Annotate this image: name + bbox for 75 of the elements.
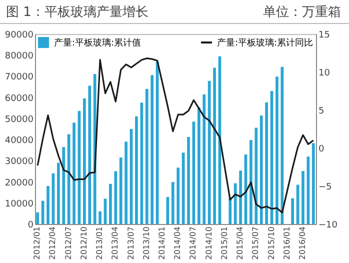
legend-label: 产量:平板玻璃:累计值 bbox=[54, 38, 142, 48]
x-tick-label: 2014/01 bbox=[157, 226, 166, 260]
x-tick-label: 2015/07 bbox=[251, 226, 260, 260]
y-tick-label: 20000 bbox=[4, 178, 34, 188]
y2-tick-label: −5 bbox=[318, 182, 332, 192]
legend-label: 产量:平板玻璃:累计同比 bbox=[217, 38, 314, 48]
y-tick-label: 70000 bbox=[4, 72, 34, 83]
bar bbox=[124, 142, 128, 224]
bar bbox=[83, 98, 86, 224]
bar bbox=[176, 168, 180, 224]
chart-subtitle: 单位：万重箱 bbox=[263, 4, 341, 22]
y-tick-label: 40000 bbox=[4, 136, 34, 146]
x-tick-label: 2012/01 bbox=[32, 226, 42, 260]
bar bbox=[56, 162, 60, 224]
x-tick-label: 2013/04 bbox=[110, 226, 120, 260]
bar bbox=[72, 122, 76, 224]
y2-tick-label: 10 bbox=[318, 68, 330, 78]
x-tick-label: 2013/07 bbox=[126, 226, 136, 260]
chart-title: 图 1：平板玻璃产量增长 bbox=[6, 4, 148, 22]
bar bbox=[291, 198, 294, 224]
x-tick-label: 2014/07 bbox=[188, 226, 198, 260]
bar bbox=[202, 94, 206, 224]
bar bbox=[88, 86, 92, 224]
y2-tick-label: 5 bbox=[318, 106, 324, 116]
bar bbox=[109, 184, 112, 224]
x-tick-label: 2016/01 bbox=[282, 226, 292, 260]
y-tick-label: 90000 bbox=[4, 30, 34, 40]
bar bbox=[67, 134, 70, 224]
bar bbox=[36, 212, 40, 224]
bar bbox=[302, 171, 304, 224]
y2-tick-label: 0 bbox=[318, 144, 324, 154]
bar bbox=[228, 198, 232, 224]
x-tick-label: 2016/04 bbox=[298, 226, 307, 260]
bar bbox=[135, 116, 138, 224]
bar bbox=[250, 140, 252, 224]
x-tick-label: 2013/10 bbox=[142, 226, 151, 260]
y-tick-label: 0 bbox=[28, 220, 34, 230]
bar bbox=[234, 183, 237, 224]
bar bbox=[114, 171, 118, 224]
y-tick-label: 80000 bbox=[4, 52, 34, 62]
bar bbox=[208, 80, 211, 224]
x-tick-label: 2015/10 bbox=[266, 226, 276, 260]
x-tick-label: 2014/10 bbox=[204, 226, 214, 260]
bar bbox=[254, 128, 258, 224]
y-tick-label: 30000 bbox=[4, 157, 34, 168]
x-tick-label: 2012/10 bbox=[79, 226, 88, 260]
x-tick-label: 2015/01 bbox=[220, 226, 229, 260]
y2-tick-label: −10 bbox=[318, 220, 338, 230]
x-tick-label: 2012/04 bbox=[48, 226, 58, 260]
y-tick-label: 10000 bbox=[4, 199, 34, 210]
bar bbox=[265, 102, 268, 224]
y2-tick-label: 15 bbox=[318, 30, 330, 40]
y-tick-label: 60000 bbox=[4, 94, 34, 104]
bar bbox=[213, 68, 216, 224]
x-tick-label: 2014/04 bbox=[173, 226, 182, 260]
bar bbox=[150, 75, 154, 224]
bar bbox=[260, 115, 263, 224]
bar bbox=[140, 102, 144, 224]
bar bbox=[145, 88, 148, 224]
bar bbox=[98, 211, 102, 224]
bar bbox=[119, 158, 122, 224]
x-tick-label: 2013/01 bbox=[95, 226, 104, 260]
x-tick-label: 2015/04 bbox=[236, 226, 245, 260]
bar bbox=[280, 66, 284, 224]
y-tick-label: 50000 bbox=[4, 114, 34, 125]
bar bbox=[62, 146, 66, 224]
bar bbox=[239, 170, 242, 224]
bar bbox=[187, 137, 190, 224]
line-series bbox=[36, 58, 314, 214]
bar bbox=[171, 182, 174, 224]
x-tick-label: 2012/07 bbox=[64, 226, 73, 260]
bar bbox=[312, 143, 315, 224]
bar bbox=[276, 76, 278, 224]
bar bbox=[197, 107, 200, 224]
bar bbox=[46, 186, 50, 224]
